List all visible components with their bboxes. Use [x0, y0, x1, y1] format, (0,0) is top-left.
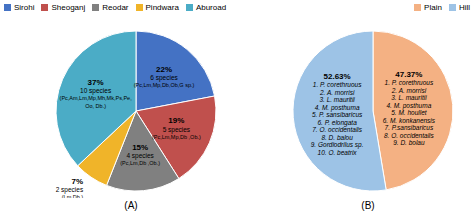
html-text:(B): (B): [361, 200, 375, 211]
html-text:Aburoad: Aburoad: [195, 2, 227, 12]
svg-text:(Pc,Am,Lm,Mp,Mh,Mk,Ps,Pe,: (Pc,Am,Lm,Mp,Mh,Mk,Ps,Pe,: [60, 95, 133, 101]
svg-text:4. M. posthuma: 4. M. posthuma: [386, 101, 432, 109]
svg-text:5. P. sansibaricus: 5. P. sansibaricus: [312, 111, 363, 118]
svg-text:37%: 37%: [88, 78, 104, 87]
svg-text:15%: 15%: [132, 143, 148, 152]
svg-text:6 species: 6 species: [150, 74, 178, 82]
html-text:Reodar: Reodar: [102, 2, 129, 12]
svg-text:2. A. morrisi: 2. A. morrisi: [391, 87, 427, 94]
svg-text:5. M. houllet: 5. M. houllet: [391, 109, 428, 116]
svg-text:10 species: 10 species: [80, 87, 112, 95]
svg-text:2 species: 2 species: [56, 186, 84, 194]
svg-text:3. L. mauritii: 3. L. mauritii: [319, 96, 355, 103]
svg-text:7. O. occidentalis: 7. O. occidentalis: [312, 126, 363, 133]
svg-text:10. O. beatrix: 10. O. beatrix: [318, 149, 358, 156]
svg-text:(Lm,Db.): (Lm,Db.): [62, 194, 84, 198]
svg-text:4. M. posthuma: 4. M. posthuma: [314, 103, 360, 111]
svg-text:(Pc,Lm,Db ,Ob.): (Pc,Lm,Db ,Ob.): [120, 160, 160, 166]
svg-text:4 species: 4 species: [126, 152, 154, 160]
svg-text:47.37%: 47.37%: [395, 70, 422, 79]
svg-text:6. M. konkanensis: 6. M. konkanensis: [383, 117, 436, 124]
svg-text:52.63%: 52.63%: [324, 72, 351, 81]
svg-text:1. P. corethruous: 1. P. corethruous: [385, 79, 434, 86]
svg-text:7%: 7%: [72, 177, 84, 186]
svg-text:19%: 19%: [168, 116, 184, 125]
svg-text:2. A. morrisi: 2. A. morrisi: [319, 89, 355, 96]
svg-text:5 species: 5 species: [163, 126, 191, 134]
html-text:Sirohi: Sirohi: [14, 2, 35, 12]
svg-text:7. P.sansibaricus: 7. P.sansibaricus: [385, 124, 434, 131]
html-text:Hill: Hill: [458, 2, 470, 12]
svg-text:(Pc,Lm,Mp,Db,Ob,G sp.): (Pc,Lm,Mp,Db,Ob,G sp.): [134, 82, 195, 88]
svg-text:Oo, Db.): Oo, Db.): [85, 103, 106, 109]
html-text:Sheoganj: Sheoganj: [51, 2, 86, 12]
svg-text:1. P. corethruous: 1. P. corethruous: [313, 81, 362, 88]
svg-text:9. D. bolau: 9. D. bolau: [393, 139, 425, 146]
svg-text:22%: 22%: [156, 65, 172, 74]
svg-text:3. L. mauritii: 3. L. mauritii: [391, 94, 427, 101]
svg-text:9. Gordiodrilus sp.: 9. Gordiodrilus sp.: [310, 141, 364, 149]
svg-text:6. P. elongata: 6. P. elongata: [317, 118, 357, 126]
svg-text:(Pc,Lm,Mp,Db ,Ob.): (Pc,Lm,Mp,Db ,Ob.): [152, 134, 201, 140]
svg-text:8. O. occidentalis: 8. O. occidentalis: [384, 132, 435, 139]
html-text:(A): (A): [124, 200, 138, 211]
html-text:Pindwara: Pindwara: [145, 2, 179, 12]
html-text:Plain: Plain: [424, 2, 442, 12]
svg-text:8. D. balou: 8. D. balou: [321, 134, 353, 141]
